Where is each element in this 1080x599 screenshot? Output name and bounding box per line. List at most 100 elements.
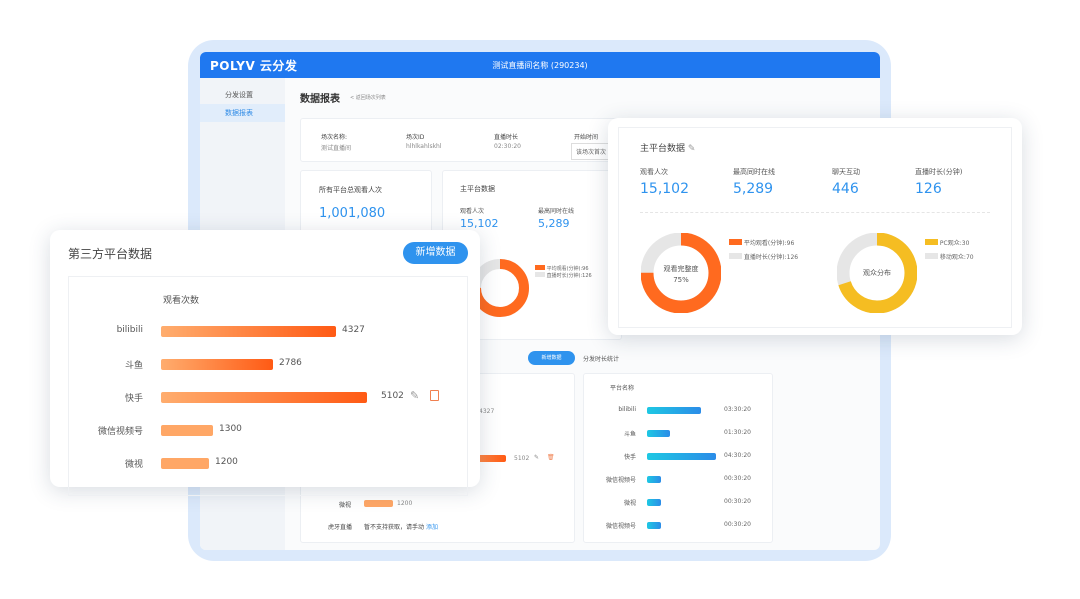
stat-value: 5,289 — [538, 217, 570, 230]
edit-icon[interactable]: ✎ — [410, 389, 420, 402]
edit-icon[interactable]: ✎ — [534, 454, 540, 461]
bar — [161, 458, 209, 469]
row-label: 虎牙直播 — [328, 524, 353, 531]
audience-legend: PC观众:30 移动观众:70 — [925, 237, 974, 265]
stat-label: 观看人次 — [640, 168, 668, 176]
duration-time: 00:30:20 — [724, 521, 751, 528]
chart-area — [68, 276, 468, 496]
bar-kuaishou — [456, 455, 506, 462]
value: 1200 — [397, 500, 413, 507]
field-value: hlhlkahlskhl — [406, 143, 442, 150]
stat-label: 最高同时在线 — [733, 168, 775, 176]
bar-value: 1200 — [215, 457, 238, 467]
row-label: 微视 — [623, 500, 636, 507]
logo: POLYV 云分发 — [210, 59, 298, 73]
session-info-card: 场次名称: 测试直播间 场次ID hlhlkahlskhl 直播时长 02:30… — [300, 118, 620, 162]
header-bar: POLYV 云分发 测试直播间名称 (290234) — [200, 52, 880, 78]
row-label: 快手 — [623, 454, 636, 461]
duration-bar — [647, 499, 661, 506]
legend-label: 平均观看(分钟):96 — [743, 240, 795, 247]
stat-label: 最高同时在线 — [538, 208, 575, 215]
row-label: 微信视频号 — [97, 427, 143, 437]
donut-center-label: 观看完整度 — [663, 265, 699, 273]
trash-icon[interactable] — [430, 390, 439, 401]
duration-time: 00:30:20 — [724, 498, 751, 505]
duration-bar — [647, 430, 670, 437]
add-data-button-bg[interactable]: 新增数据 — [528, 351, 575, 365]
room-title: 测试直播间名称 (290234) — [492, 61, 588, 70]
field-label: 直播时长 — [494, 134, 519, 141]
row-label: bilibili — [618, 406, 636, 413]
duration-time: 01:30:20 — [724, 429, 751, 436]
tab-duration-stats[interactable]: 分发时长统计 — [583, 356, 620, 363]
donut-center-label: 观众分布 — [863, 269, 891, 277]
sidebar-item-report[interactable]: 数据报表 — [200, 104, 285, 122]
total-views-card: 所有平台总观看人次 1,001,080 — [300, 170, 432, 240]
row-label: 斗鱼 — [623, 431, 636, 438]
field-label: 开始时间 — [574, 134, 599, 141]
row-label: bilibili — [116, 325, 143, 335]
stat-label: 观看人次 — [460, 208, 485, 215]
legend-label: 平均观看(分钟):96 — [546, 266, 589, 272]
stat-value: 126 — [915, 181, 942, 197]
field-value: 02:30:20 — [494, 143, 521, 150]
stat-value: 15,102 — [460, 217, 499, 230]
bar — [161, 392, 367, 403]
sidebar-item-settings[interactable]: 分发设置 — [225, 91, 253, 99]
audience-donut — [837, 233, 917, 313]
bar-value: 1300 — [219, 424, 242, 434]
back-link[interactable]: < 返回场次列表 — [350, 95, 386, 101]
panel-title: 主平台数据 — [640, 144, 686, 154]
duration-bar — [647, 407, 701, 414]
legend-label: PC观众:30 — [939, 240, 970, 247]
card-title: 主平台数据 — [460, 185, 495, 193]
legend-label: 移动观众:70 — [939, 254, 974, 261]
value: 4327 — [479, 408, 495, 415]
duration-time: 03:30:20 — [724, 406, 751, 413]
edit-icon[interactable]: ✎ — [687, 144, 696, 154]
total-label: 所有平台总观看人次 — [319, 186, 382, 194]
completion-legend: 平均观看(分钟):96 直播时长(分钟):126 — [729, 237, 798, 265]
duration-card: 平台名称 bilibili 03:30:20 斗鱼 01:30:20 快手 04:30:2… — [583, 373, 773, 543]
bar — [161, 425, 213, 436]
third-party-panel: 第三方平台数据 新增数据 观看次数 bilibili 4327 斗鱼 2786 快手 51… — [50, 230, 480, 496]
stat-value: 15,102 — [640, 181, 689, 197]
row-label: 微信视频号 — [605, 523, 636, 530]
field-label: 场次ID — [406, 134, 425, 141]
duration-bar — [647, 522, 661, 529]
legend-small: 平均观看(分钟):96 直播时长(分钟):126 — [535, 265, 592, 279]
row-label: 微信视频号 — [605, 477, 636, 484]
duration-time: 04:30:20 — [724, 452, 751, 459]
column-header: 平台名称 — [610, 385, 635, 392]
start-time-select[interactable]: 该场次首次 — [571, 143, 612, 160]
value: 5102 — [514, 455, 530, 462]
row-label: 微视 — [124, 460, 143, 470]
add-link[interactable]: 添加 — [425, 524, 438, 531]
duration-bar — [647, 453, 716, 460]
bar-weishi — [364, 500, 393, 507]
stat-label: 聊天互动 — [832, 168, 860, 176]
completion-donut — [641, 233, 721, 313]
divider — [640, 212, 990, 213]
row-label: 微视 — [339, 502, 352, 509]
total-value: 1,001,080 — [319, 206, 386, 221]
page-title: 数据报表 — [300, 94, 340, 105]
stat-label: 直播时长(分钟) — [915, 168, 963, 176]
add-data-button[interactable]: 新增数据 — [403, 242, 468, 264]
trash-icon[interactable]: 🗑 — [547, 454, 555, 461]
duration-bar — [647, 476, 661, 483]
audience-arc — [837, 233, 917, 313]
legend-label: 直播时长(分钟):126 — [743, 254, 799, 261]
bar — [161, 359, 273, 370]
huya-note: 暂不支持获取，请手动 — [364, 524, 425, 531]
bar-value: 5102 — [381, 391, 404, 401]
row-label: 快手 — [124, 394, 143, 404]
legend-label: 直播时长(分钟):126 — [546, 273, 592, 279]
donut-center-value: 75% — [673, 276, 689, 284]
panel-title: 第三方平台数据 — [68, 247, 153, 261]
field-label: 场次名称: — [321, 134, 348, 141]
stat-value: 5,289 — [733, 181, 774, 197]
completion-arc — [641, 233, 721, 313]
stat-value: 446 — [832, 181, 859, 197]
field-value: 测试直播间 — [321, 145, 352, 152]
